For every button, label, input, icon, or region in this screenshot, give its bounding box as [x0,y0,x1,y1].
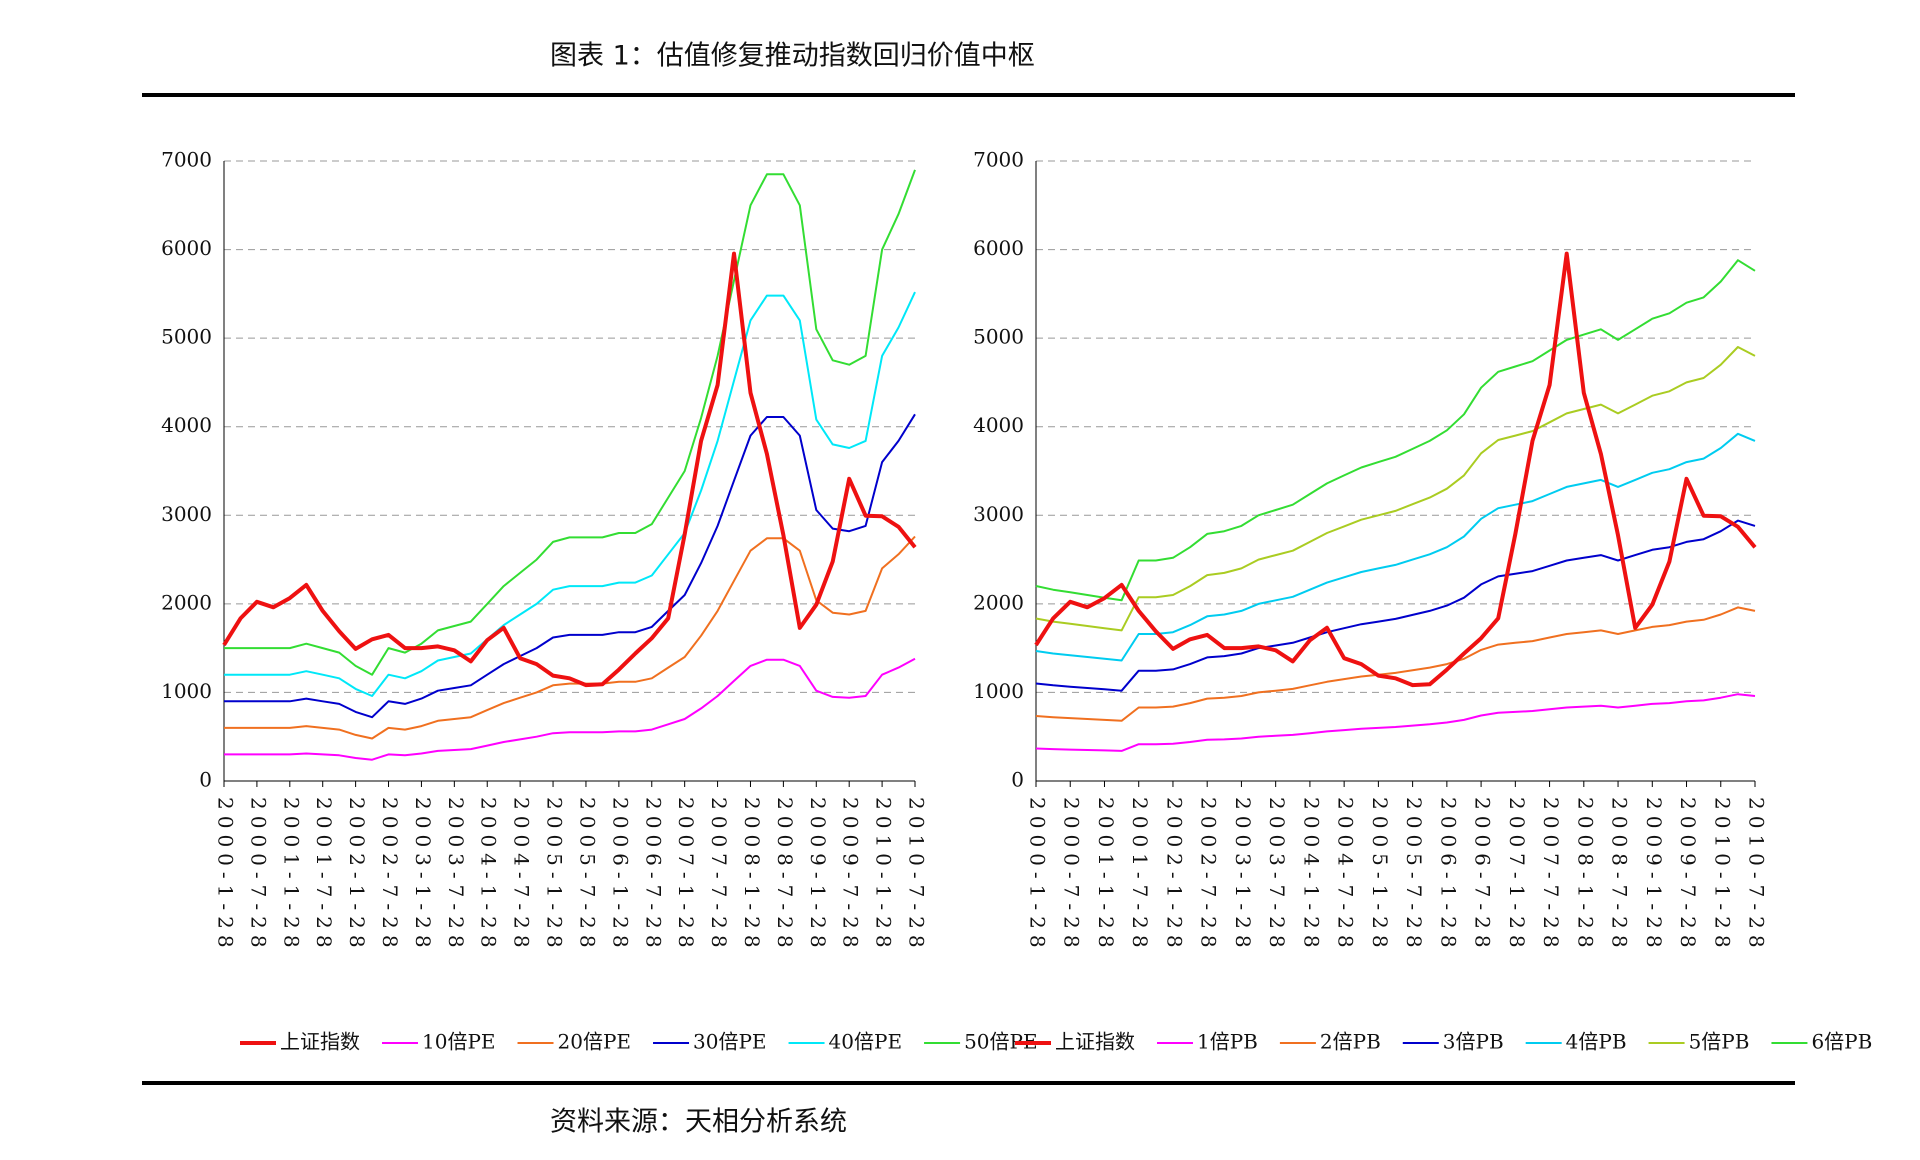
x-tick-label: 2010-7-28 [905,797,929,954]
legend-label: 5倍PB [1689,1030,1750,1054]
y-tick-label: 7000 [161,148,212,172]
y-tick-label: 5000 [973,325,1024,349]
x-tick-label: 2003-7-28 [1265,797,1289,954]
x-tick-label: 2009-7-28 [839,797,863,954]
y-tick-label: 2000 [973,590,1024,614]
x-tick-label: 2006-7-28 [641,797,665,954]
legend-label: 30倍PE [693,1030,767,1054]
x-tick-label: 2008-7-28 [1608,797,1632,954]
x-tick-label: 2007-1-28 [1505,797,1529,954]
x-tick-label: 2008-1-28 [740,797,764,954]
legend-label: 6倍PB [1811,1030,1872,1054]
x-tick-label: 2002-1-28 [1162,797,1186,954]
x-tick-label: 2005-7-28 [575,797,599,954]
series-line [1034,251,1757,688]
legend-label: 4倍PB [1566,1030,1627,1054]
series-line [1035,259,1756,602]
y-tick-label: 4000 [973,413,1024,437]
y-tick-label: 2000 [161,590,212,614]
x-tick-label: 2005-7-28 [1402,797,1426,954]
x-tick-label: 2008-1-28 [1573,797,1597,954]
x-tick-label: 2001-1-28 [1094,797,1118,954]
legend-label: 1倍PB [1197,1030,1258,1054]
y-tick-label: 1000 [161,679,212,703]
legend-label: 上证指数 [280,1030,360,1054]
x-tick-label: 2001-1-28 [279,797,303,954]
x-tick-label: 2007-1-28 [674,797,698,954]
legend-label: 上证指数 [1055,1030,1135,1054]
series-line [224,291,916,697]
series-line [1035,432,1756,662]
series-line [1035,693,1756,752]
y-tick-label: 3000 [973,502,1024,526]
x-tick-label: 2002-1-28 [345,797,369,954]
series-line [1035,346,1756,632]
x-tick-label: 2000-1-28 [1026,797,1050,954]
x-tick-label: 2009-1-28 [1642,797,1666,954]
x-tick-label: 2008-7-28 [773,797,797,954]
x-tick-label: 2004-1-28 [1299,797,1323,954]
y-tick-label: 7000 [973,148,1024,172]
x-tick-label: 2003-7-28 [444,797,468,954]
x-tick-label: 2000-7-28 [1060,797,1084,954]
legend-label: 20倍PE [558,1030,632,1054]
x-tick-label: 2005-1-28 [1368,797,1392,954]
x-tick-label: 2009-1-28 [806,797,830,954]
x-tick-label: 2000-7-28 [246,797,270,954]
x-tick-label: 2006-1-28 [1436,797,1460,954]
x-tick-label: 2002-7-28 [1197,797,1221,954]
y-tick-label: 3000 [161,502,212,526]
series-line [222,251,917,688]
series-line [224,535,916,740]
series-line [224,413,916,719]
legend-label: 3倍PB [1443,1030,1504,1054]
x-tick-label: 2006-7-28 [1471,797,1495,954]
x-tick-label: 2007-7-28 [707,797,731,954]
x-tick-label: 2001-7-28 [1128,797,1152,954]
x-tick-label: 2004-1-28 [477,797,501,954]
y-tick-label: 6000 [161,236,212,260]
y-tick-label: 5000 [161,325,212,349]
source-note: 资料来源：天相分析系统 [550,1107,847,1138]
x-tick-label: 2003-1-28 [411,797,435,954]
x-tick-label: 2004-7-28 [510,797,534,954]
x-tick-label: 2007-7-28 [1539,797,1563,954]
series-line [224,169,916,676]
x-tick-label: 2000-1-28 [214,797,238,954]
legend-label: 10倍PE [422,1030,496,1054]
legend-label: 2倍PB [1320,1030,1381,1054]
x-tick-label: 2002-7-28 [378,797,402,954]
y-tick-label: 6000 [973,236,1024,260]
x-tick-label: 2009-7-28 [1676,797,1700,954]
legend-label: 40倍PE [829,1030,903,1054]
y-tick-label: 1000 [973,679,1024,703]
y-tick-label: 0 [199,768,212,792]
page-title: 图表 1：估值修复推动指数回归价值中枢 [550,41,1035,72]
x-tick-label: 2001-7-28 [312,797,336,954]
y-tick-label: 4000 [161,413,212,437]
x-tick-label: 2010-1-28 [872,797,896,954]
x-tick-label: 2010-1-28 [1710,797,1734,954]
series-line [1035,519,1756,692]
x-tick-label: 2006-1-28 [608,797,632,954]
series-line [224,657,916,761]
x-tick-label: 2003-1-28 [1231,797,1255,954]
series-line [1035,606,1756,722]
x-tick-label: 2005-1-28 [543,797,567,954]
x-tick-label: 2010-7-28 [1745,797,1769,954]
y-tick-label: 0 [1011,768,1024,792]
x-tick-label: 2004-7-28 [1334,797,1358,954]
